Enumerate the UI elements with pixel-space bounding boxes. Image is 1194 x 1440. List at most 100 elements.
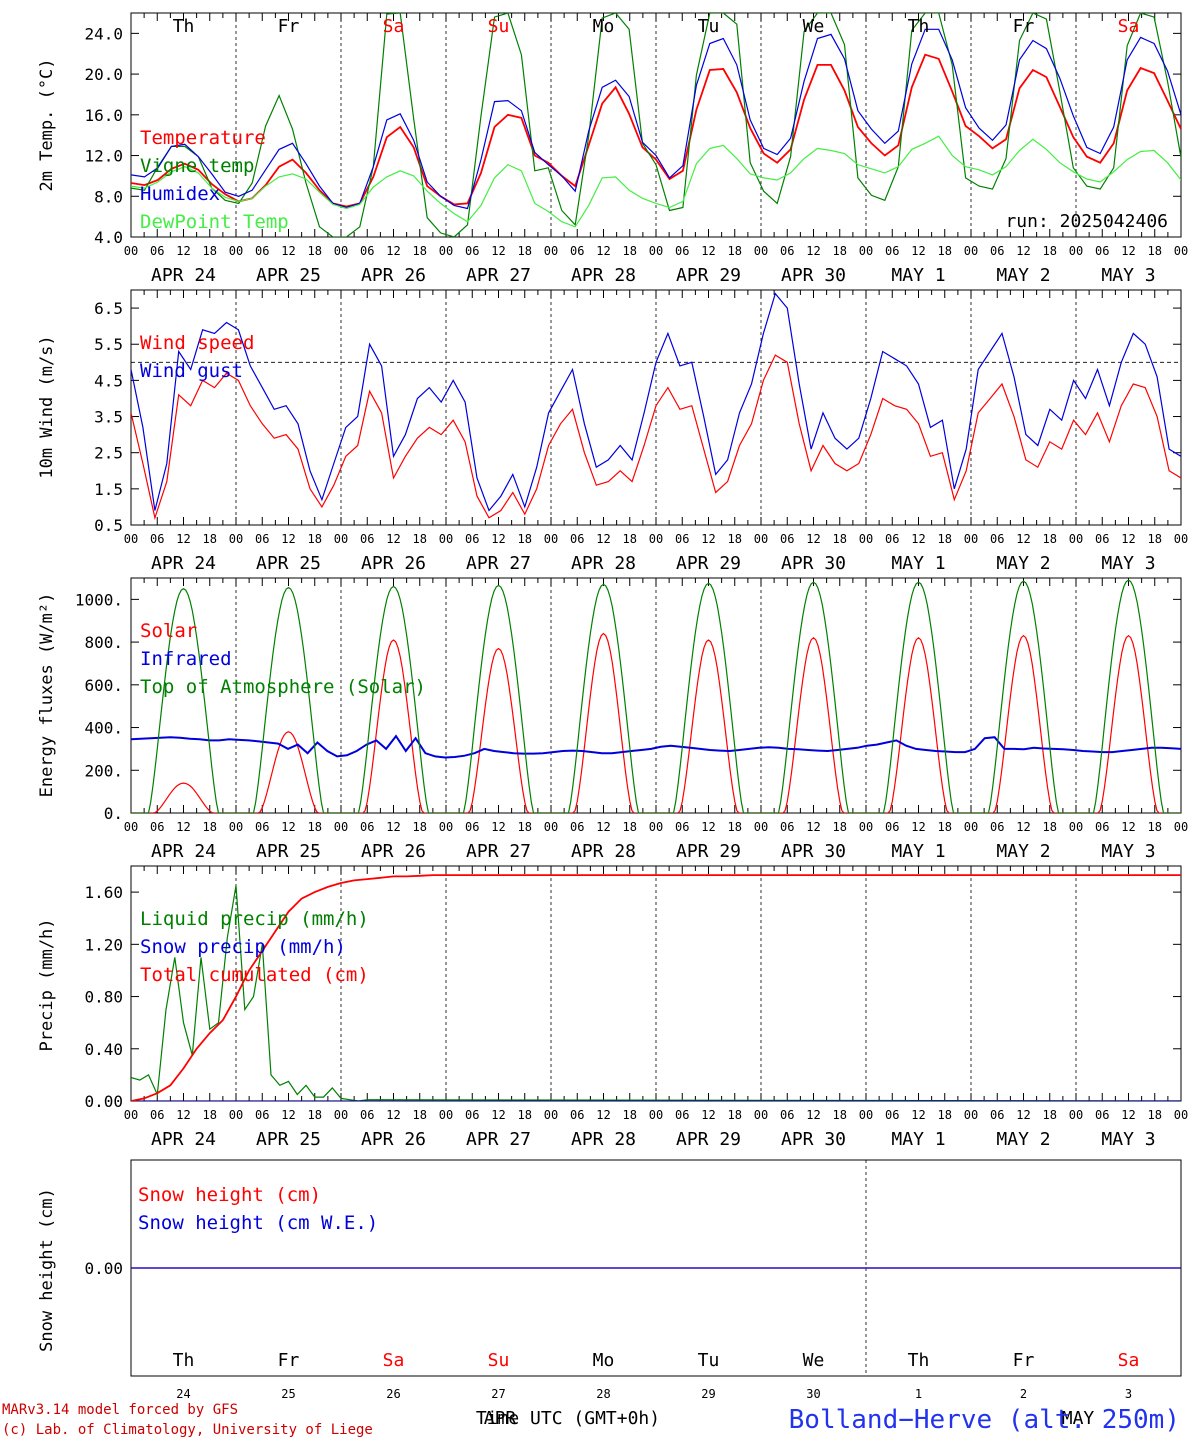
x-hour-label: 12 xyxy=(701,820,715,834)
x-hour-label: 12 xyxy=(911,532,925,546)
x-hour-label: 18 xyxy=(308,820,322,834)
x-hour-label: 12 xyxy=(596,532,610,546)
x-hour-label: 18 xyxy=(938,1108,952,1122)
x-hour-label: 12 xyxy=(491,820,505,834)
x-hour-label: 12 xyxy=(176,1108,190,1122)
x-hour-label: 00 xyxy=(859,820,873,834)
legend-entry: Humidex xyxy=(140,183,220,205)
x-hour-label: 06 xyxy=(150,820,164,834)
series-line-wind-gust xyxy=(131,292,1181,512)
time-axis-label: Time UTC (GMT+0h) xyxy=(476,1408,660,1429)
x-hour-label: 06 xyxy=(885,820,899,834)
series-group xyxy=(131,292,1181,521)
x-hour-label: 00 xyxy=(229,244,243,258)
x-hour-label: 12 xyxy=(1016,820,1030,834)
y-tick-label: 24.0 xyxy=(84,24,123,43)
x-date-label: APR 25 xyxy=(256,841,321,862)
x-hour-label: 12 xyxy=(281,820,295,834)
day-number: 27 xyxy=(491,1387,505,1401)
x-date-label: APR 27 xyxy=(466,841,531,862)
x-hour-label: 06 xyxy=(1095,1108,1109,1122)
y-tick-label: 0.80 xyxy=(84,988,123,1007)
x-hour-label: 18 xyxy=(623,820,637,834)
x-hour-label: 18 xyxy=(518,244,532,258)
x-hour-label: 06 xyxy=(780,244,794,258)
series-group xyxy=(131,579,1181,813)
x-hour-label: 06 xyxy=(990,820,1004,834)
x-hour-label: 06 xyxy=(780,532,794,546)
x-hour-label: 18 xyxy=(518,1108,532,1122)
y-tick-label: 16.0 xyxy=(84,106,123,125)
weekday-label: Sa xyxy=(383,1350,405,1371)
x-hour-label: 06 xyxy=(675,820,689,834)
x-hour-label: 00 xyxy=(649,532,663,546)
x-date-label: APR 27 xyxy=(466,553,531,574)
x-hour-label: 00 xyxy=(1174,244,1188,258)
day-number: 1 xyxy=(915,1387,922,1401)
x-date-label: APR 24 xyxy=(151,553,216,574)
day-number: 29 xyxy=(701,1387,715,1401)
x-hour-label: 12 xyxy=(386,820,400,834)
x-hour-label: 00 xyxy=(229,820,243,834)
x-hour-label: 18 xyxy=(728,1108,742,1122)
y-axis-label: 2m Temp. (°C) xyxy=(37,58,57,191)
x-hour-label: 12 xyxy=(176,244,190,258)
x-date-label: APR 28 xyxy=(571,1129,636,1150)
y-tick-label: 12.0 xyxy=(84,147,123,166)
x-date-label: APR 27 xyxy=(466,265,531,286)
x-date-label: MAY 2 xyxy=(996,841,1050,862)
x-hour-label: 12 xyxy=(386,244,400,258)
x-hour-label: 00 xyxy=(754,820,768,834)
x-hour-label: 00 xyxy=(439,820,453,834)
x-date-label: APR 29 xyxy=(676,553,741,574)
x-hour-label: 06 xyxy=(255,532,269,546)
x-hour-label: 00 xyxy=(964,244,978,258)
y-tick-label: 0. xyxy=(104,804,123,823)
legend-entry: Top of Atmosphere (Solar) xyxy=(140,676,426,698)
x-hour-label: 12 xyxy=(1121,1108,1135,1122)
day-number: 26 xyxy=(386,1387,400,1401)
x-hour-label: 18 xyxy=(623,1108,637,1122)
y-axis-label: 10m Wind (m/s) xyxy=(37,335,57,478)
x-hour-label: 12 xyxy=(1016,244,1030,258)
x-hour-label: 12 xyxy=(1016,532,1030,546)
x-hour-label: 18 xyxy=(203,1108,217,1122)
x-hour-label: 00 xyxy=(124,244,138,258)
x-hour-label: 00 xyxy=(1069,820,1083,834)
x-date-label: APR 28 xyxy=(571,265,636,286)
legend-entry: Solar xyxy=(140,620,197,642)
x-hour-label: 18 xyxy=(728,820,742,834)
x-hour-label: 00 xyxy=(544,1108,558,1122)
legend-entry: Snow height (cm W.E.) xyxy=(138,1212,378,1234)
day-number: 28 xyxy=(596,1387,610,1401)
x-hour-label: 06 xyxy=(465,244,479,258)
run-annotation: run: 2025042406 xyxy=(1005,211,1168,232)
y-tick-label: 3.5 xyxy=(94,408,123,427)
model-credit: MARv3.14 model forced by GFS xyxy=(2,1402,238,1418)
x-hour-label: 18 xyxy=(203,532,217,546)
x-hour-label: 00 xyxy=(334,244,348,258)
weekday-label: Sa xyxy=(1118,1350,1140,1371)
x-hour-label: 18 xyxy=(1043,532,1057,546)
x-hour-label: 06 xyxy=(675,244,689,258)
x-date-label: APR 29 xyxy=(676,841,741,862)
x-hour-label: 12 xyxy=(176,820,190,834)
y-tick-label: 2.5 xyxy=(94,444,123,463)
x-hour-label: 12 xyxy=(281,244,295,258)
x-hour-label: 18 xyxy=(833,820,847,834)
x-hour-label: 00 xyxy=(649,244,663,258)
x-date-label: MAY 1 xyxy=(891,1129,945,1150)
weekday-label: Sa xyxy=(1118,16,1140,37)
legend-entry: Vigne temp xyxy=(140,155,254,177)
lab-credit: (c) Lab. of Climatology, University of L… xyxy=(2,1422,373,1438)
x-hour-label: 06 xyxy=(780,1108,794,1122)
series-line-total-cumulated-cm xyxy=(131,874,1181,1101)
x-hour-label: 00 xyxy=(649,1108,663,1122)
x-hour-label: 06 xyxy=(990,532,1004,546)
weekday-label: Mo xyxy=(593,16,615,37)
panel-temperature: 4.0 8.0 12.0 16.0 20.0 24.0 2m Temp. (°C) 00 06 1… xyxy=(37,12,1188,286)
x-hour-label: 06 xyxy=(465,1108,479,1122)
weekday-label: We xyxy=(803,1350,825,1371)
series-group xyxy=(131,874,1181,1101)
weekday-label: Sa xyxy=(383,16,405,37)
